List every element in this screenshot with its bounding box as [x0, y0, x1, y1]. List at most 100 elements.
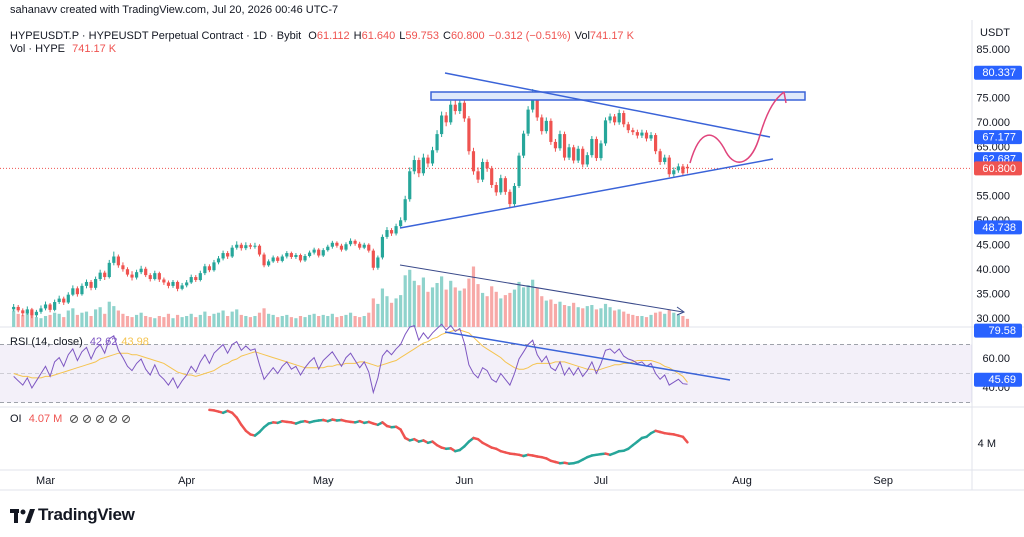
volume-bar: [53, 312, 57, 327]
candle-body: [544, 120, 548, 132]
volume-bar: [303, 317, 307, 327]
candle-body: [362, 244, 366, 248]
candle-body: [262, 254, 266, 266]
volume-bar: [148, 317, 152, 327]
candle-body: [57, 298, 61, 303]
candle-body: [663, 157, 667, 162]
candle-body: [62, 298, 66, 303]
candle-body: [553, 141, 558, 149]
candle-body: [358, 243, 362, 248]
candle-body: [426, 157, 430, 164]
candle-body: [599, 143, 603, 159]
legend-key: H: [353, 30, 362, 42]
candle-body: [303, 256, 307, 261]
volume-bar: [62, 317, 66, 327]
logo-icon: [10, 509, 35, 523]
volume-bar: [294, 318, 298, 327]
volume-bar: [162, 317, 166, 327]
volume-bar: [39, 318, 43, 327]
candle-body: [139, 268, 143, 273]
volume-bar: [608, 307, 612, 327]
volume-bar: [180, 317, 184, 327]
volume-bar: [34, 317, 39, 327]
volume-bar: [394, 298, 398, 327]
legend-value: 60.800: [451, 30, 485, 42]
candle-body: [294, 255, 298, 257]
volume-bar: [599, 308, 603, 327]
oi-icons: [70, 415, 131, 424]
candle-body: [658, 151, 662, 162]
candle-body: [80, 285, 84, 295]
volume-bar: [339, 316, 344, 327]
candle-body: [53, 302, 57, 310]
oi-segment: [240, 423, 248, 433]
candle-body: [257, 245, 262, 255]
volume-bar: [239, 314, 243, 327]
volume-bar: [144, 316, 148, 327]
resistance-zone: [430, 91, 806, 101]
volume-bar: [622, 311, 626, 327]
candle-body: [43, 304, 48, 309]
volume-bar: [644, 317, 649, 327]
volume-bar: [80, 312, 84, 327]
rsi-legend-value: 42.62: [89, 336, 118, 348]
candle-body: [562, 134, 567, 158]
volume-bar: [248, 317, 252, 327]
volume-bar: [499, 298, 503, 327]
y-tick-label: 70.000: [976, 117, 1010, 129]
rsi-band: [0, 344, 972, 403]
volume-bar: [16, 313, 20, 327]
symbol: HYPEUSDT.P · HYPEUSDT Perpetual Contract…: [10, 30, 302, 42]
volume-bar: [672, 312, 676, 327]
candle-body: [471, 151, 476, 172]
candle-body: [239, 244, 243, 249]
volume-bar: [512, 289, 517, 327]
volume-bar: [94, 309, 98, 327]
volume-bar: [130, 317, 134, 327]
rsi-badge-label: 45.69: [988, 374, 1016, 386]
candle-body: [212, 262, 216, 271]
candle-body: [685, 166, 690, 169]
candle-body: [48, 304, 52, 310]
volume-bar: [553, 303, 558, 327]
candle-body: [526, 109, 530, 134]
volume-bar: [134, 314, 139, 327]
candle-body: [371, 250, 375, 268]
candle-body: [631, 130, 635, 133]
volume-bar: [221, 310, 225, 327]
volume-bar: [207, 316, 212, 327]
candle-body: [485, 161, 489, 169]
candle-body: [417, 160, 421, 174]
volume-bar: [335, 317, 339, 327]
volume-bar: [667, 309, 671, 327]
candle-body: [125, 269, 130, 275]
oi-segment: [681, 435, 689, 444]
candle-body: [435, 134, 439, 151]
volume-bar: [317, 316, 321, 327]
volume-bar: [253, 316, 257, 327]
symbol-legend: HYPEUSDT.P · HYPEUSDT Perpetual Contract…: [10, 30, 638, 43]
chart: USDT Mar Apr May Jun Jul Aug Sep 85.000 75.000 70.…: [0, 20, 1024, 491]
volume-bar: [371, 298, 375, 327]
volume-bar: [526, 285, 530, 327]
candle-body: [385, 230, 389, 237]
y-tick-label: 35.000: [976, 289, 1010, 301]
volume-bar: [89, 316, 93, 327]
candle-body: [121, 265, 125, 270]
candle-body: [676, 166, 680, 171]
legend-vol-key: Vol: [574, 30, 590, 42]
candle-body: [389, 230, 394, 234]
volume-bar: [326, 316, 330, 327]
candle-body: [166, 282, 171, 286]
candle-body: [535, 95, 539, 118]
candle-body: [339, 245, 344, 250]
volume-bar: [567, 306, 571, 327]
volume-bar: [257, 312, 262, 327]
candle-body: [321, 250, 325, 256]
candle-body: [476, 171, 480, 180]
volume-bar: [348, 312, 353, 327]
candle-body: [367, 244, 371, 251]
legend-key: C: [443, 30, 451, 42]
candle-body: [130, 274, 134, 278]
candle-body: [71, 288, 75, 295]
